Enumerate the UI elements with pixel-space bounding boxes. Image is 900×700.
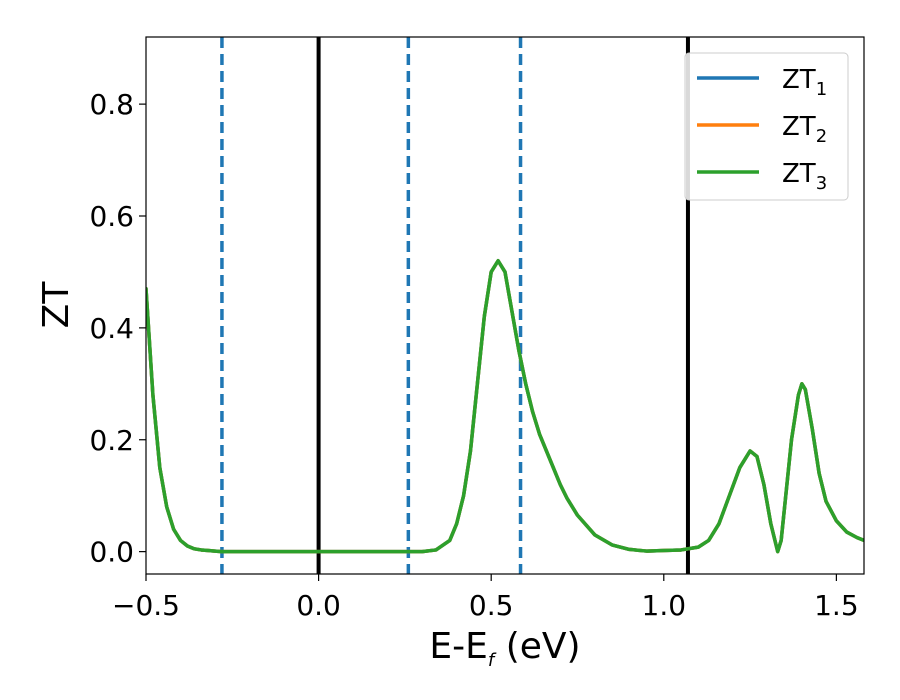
x-tick-label-2: 0.5	[469, 589, 514, 622]
y-tick-label-2: 0.4	[89, 312, 134, 345]
y-axis-title: ZT	[36, 281, 77, 329]
legend-label-1: ZT1	[782, 65, 827, 100]
plot-frame	[145, 36, 865, 575]
legend-label-main-2: ZT	[782, 112, 816, 142]
y-tick-label-0: 0.0	[89, 536, 134, 569]
series-line-3	[146, 259, 864, 554]
y-tick-label-4: 0.8	[89, 88, 134, 121]
x-axis-title-sub: f	[488, 650, 497, 671]
legend-label-sub-2: 2	[816, 126, 827, 147]
x-axis-title: E-Ef (eV)	[429, 626, 580, 671]
x-tick-label-4: 1.5	[814, 589, 859, 622]
series-lines	[146, 259, 864, 554]
x-tick-label-3: 1.0	[642, 589, 687, 622]
legend-label-main-3: ZT	[782, 159, 816, 189]
y-tick-label-1: 0.2	[89, 424, 134, 457]
legend-label-3: ZT3	[782, 159, 827, 194]
legend-label-main-1: ZT	[782, 65, 816, 95]
y-tick-label-3: 0.6	[89, 200, 134, 233]
legend-label-2: ZT2	[782, 112, 827, 147]
x-axis-title-main: E-E	[429, 626, 487, 667]
x-axis-ticks: −0.5 0.0 0.5 1.0 1.5	[112, 574, 859, 622]
y-axis-ticks: 0.0 0.2 0.4 0.6 0.8	[89, 88, 146, 569]
x-tick-label-0: −0.5	[112, 589, 180, 622]
legend-box	[684, 52, 849, 201]
legend-label-sub-1: 1	[816, 79, 827, 100]
x-tick-label-1: 0.0	[296, 589, 341, 622]
x-axis-title-unit: (eV)	[494, 626, 580, 667]
legend-label-sub-3: 3	[816, 173, 827, 194]
